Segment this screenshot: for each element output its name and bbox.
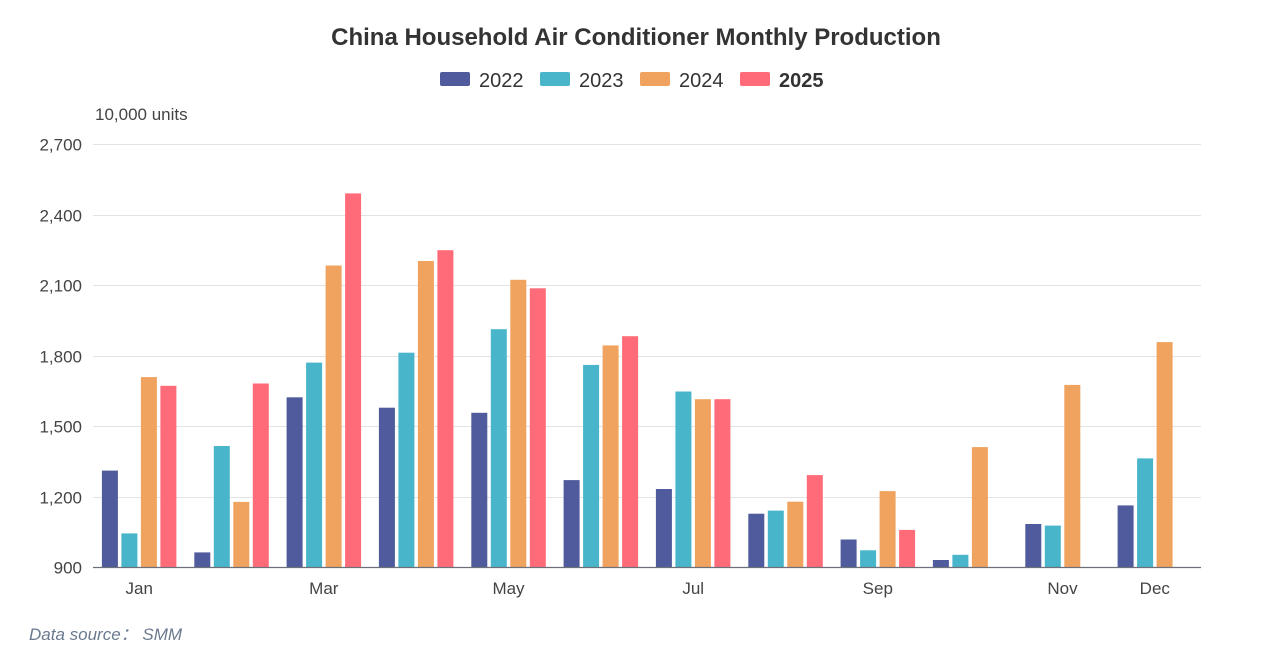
x-tick-label: Jan	[125, 579, 152, 598]
y-tick-label: 2,700	[39, 136, 82, 155]
bar-2022-Sep[interactable]	[840, 539, 857, 568]
bar-2022-May[interactable]	[471, 412, 488, 567]
legend-item-2024[interactable]: 2024	[640, 70, 724, 92]
bar-2022-Oct[interactable]	[932, 560, 949, 567]
series-2024	[140, 261, 1173, 568]
y-axis-unit-label: 10,000 units	[95, 105, 188, 124]
legend-swatch	[640, 72, 670, 86]
bar-2023-Dec[interactable]	[1137, 458, 1154, 567]
legend-label: 2024	[679, 70, 724, 92]
bar-2024-Feb[interactable]	[233, 501, 250, 567]
bar-2025-Aug[interactable]	[806, 475, 823, 567]
bar-2024-Jan[interactable]	[140, 377, 157, 567]
legend-item-2023[interactable]: 2023	[540, 70, 624, 92]
legend[interactable]: 2022 2023 2024 2025	[440, 70, 824, 92]
bar-series	[101, 193, 1173, 568]
x-tick-label: Dec	[1140, 579, 1171, 598]
x-tick-label: Mar	[309, 579, 339, 598]
bar-2025-May[interactable]	[529, 288, 546, 567]
x-tick-label: May	[492, 579, 525, 598]
bar-2024-Sep[interactable]	[879, 491, 896, 567]
legend-item-2025[interactable]: 2025	[740, 70, 824, 92]
bar-2024-Jul[interactable]	[694, 399, 711, 567]
bar-2024-Oct[interactable]	[971, 447, 988, 567]
bar-2022-Mar[interactable]	[286, 397, 303, 567]
bar-2025-Mar[interactable]	[345, 193, 362, 567]
bar-2022-Jun[interactable]	[563, 480, 580, 567]
y-tick-label: 1,500	[39, 418, 82, 437]
bar-2023-Apr[interactable]	[398, 352, 415, 567]
bar-2023-Jul[interactable]	[675, 391, 692, 568]
x-tick-label: Sep	[863, 579, 893, 598]
bar-2022-Jan[interactable]	[101, 470, 118, 567]
legend-item-2022[interactable]: 2022	[440, 70, 524, 92]
bar-2025-Apr[interactable]	[437, 250, 454, 567]
bar-2023-Jan[interactable]	[121, 533, 138, 567]
bar-2023-Mar[interactable]	[306, 362, 323, 567]
bar-2023-Nov[interactable]	[1044, 525, 1061, 567]
y-tick-label: 1,200	[39, 489, 82, 508]
bar-2025-Sep[interactable]	[899, 529, 916, 567]
legend-swatch	[440, 72, 470, 86]
y-axis-ticks: 900 1,200 1,500 1,800 2,100 2,400 2,700	[39, 136, 82, 578]
bar-2023-Sep[interactable]	[860, 550, 877, 567]
legend-label: 2023	[579, 70, 624, 92]
y-tick-label: 900	[54, 559, 82, 578]
bar-2023-Aug[interactable]	[767, 510, 784, 567]
x-tick-label: Jul	[682, 579, 704, 598]
bar-2022-Aug[interactable]	[748, 513, 765, 567]
bar-2022-Jul[interactable]	[655, 489, 672, 567]
legend-label: 2025	[779, 70, 824, 92]
bar-2024-Apr[interactable]	[417, 261, 434, 567]
bar-2025-Feb[interactable]	[252, 383, 269, 568]
y-tick-label: 2,400	[39, 207, 82, 226]
x-tick-label: Nov	[1047, 579, 1078, 598]
legend-swatch	[740, 72, 770, 86]
series-2022	[101, 397, 1134, 568]
bar-2022-Feb[interactable]	[194, 552, 211, 567]
bar-2024-Mar[interactable]	[325, 265, 342, 568]
legend-swatch	[540, 72, 570, 86]
y-tick-label: 2,100	[39, 277, 82, 296]
bar-2024-Nov[interactable]	[1064, 384, 1081, 567]
chart-title: China Household Air Conditioner Monthly …	[331, 24, 941, 51]
bar-2024-Aug[interactable]	[787, 501, 804, 567]
y-tick-label: 1,800	[39, 348, 82, 367]
bar-2025-Jul[interactable]	[714, 399, 731, 567]
bar-2023-Oct[interactable]	[952, 554, 969, 567]
bar-2025-Jun[interactable]	[622, 336, 639, 567]
bar-2022-Apr[interactable]	[378, 407, 395, 567]
legend-label: 2022	[479, 70, 524, 92]
x-axis-ticks: Jan Mar May Jul Sep Nov Dec	[125, 579, 1170, 598]
grid-lines	[93, 144, 1201, 498]
bar-2023-Feb[interactable]	[213, 446, 230, 567]
series-2023	[121, 329, 1154, 568]
bar-2023-May[interactable]	[490, 329, 507, 567]
bar-2025-Jan[interactable]	[160, 385, 177, 567]
bar-2024-Jun[interactable]	[602, 345, 619, 567]
bar-2023-Jun[interactable]	[583, 364, 600, 567]
data-source-note: Data source： SMM	[29, 625, 183, 644]
series-2025	[160, 193, 916, 568]
bar-2024-May[interactable]	[510, 279, 527, 567]
bar-2022-Dec[interactable]	[1117, 505, 1134, 567]
bar-2024-Dec[interactable]	[1156, 342, 1173, 567]
bar-2022-Nov[interactable]	[1025, 524, 1042, 567]
